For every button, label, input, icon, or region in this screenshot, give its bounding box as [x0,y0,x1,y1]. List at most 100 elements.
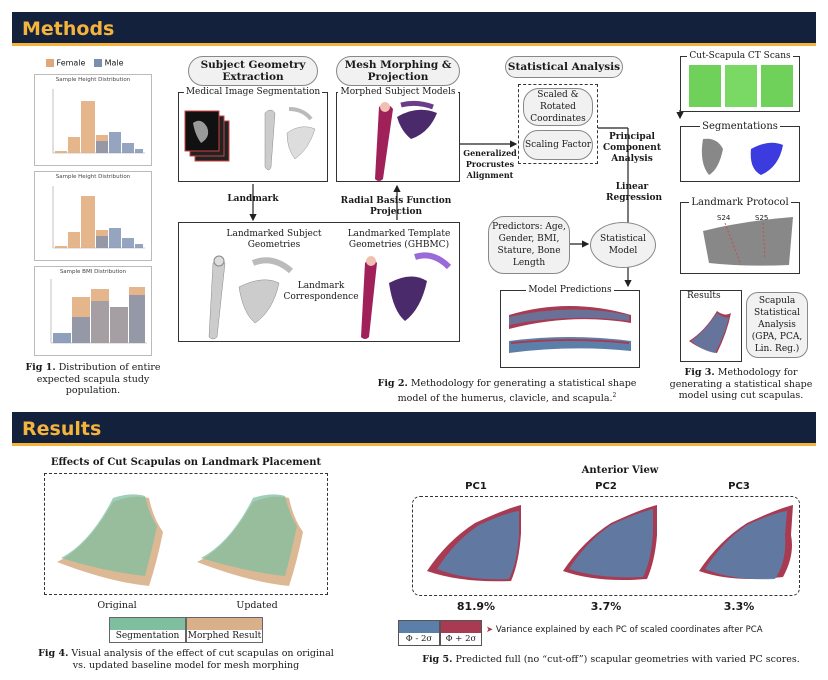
fig1-caption-text: Distribution of entire expected scapula … [36,362,161,396]
fig1-caption-label: Fig 1. [25,362,56,373]
fig3-results-box: Results [680,290,742,362]
fig5-title: Anterior View [581,465,659,476]
landmark-protocol-illustration [703,217,793,266]
original-label: Original [97,600,137,611]
fig2-caption-sup: 2 [612,391,617,399]
predictors-label: Predictors: Age, Gender, BMI, Stature, B… [492,222,566,268]
morphed-legend-label: Morphed Result [187,630,262,642]
landmarked-template-label: Landmarked Template Geometries (GHBMC) [347,229,451,250]
fig3-caption-text: Methodology for generating a statistical… [669,367,813,401]
subject-geometry-label: Subject Geometry Extraction [200,59,306,83]
variance-note: ➤ Variance explained by each PC of scale… [486,625,806,635]
pc1-variance: 81.9% [456,600,496,613]
variance-note-text: Variance explained by each PC of scaled … [495,625,763,635]
model-predictions-box: Model Predictions [500,285,640,368]
s24-label: S24 [717,214,731,222]
fig4-caption-label: Fig 4. [38,648,69,659]
histogram-1-plot [52,89,145,154]
segmentations-label: Segmentations [700,121,780,132]
fig4-panel [44,473,328,595]
mesh-morphing-label: Mesh Morphing & Projection [344,59,452,83]
female-swatch [46,59,54,67]
fig2-caption: Fig 2. Methodology for generating a stat… [366,378,648,404]
segmentation-illustration [184,107,316,171]
results-heading: Results [22,418,102,440]
statistical-model-label: Statistical Model [599,234,647,256]
methods-heading: Methods [22,18,115,40]
fig3-results-label: Results [687,291,721,301]
gpa-label: Generalized Procrustes Alignment [463,148,517,180]
morphed-models-box: Morphed Subject Models [336,87,460,182]
fig3-caption-label: Fig 3. [684,367,715,378]
scaled-rotated-pill: Scaled & Rotated Coordinates [523,88,593,126]
fig2-caption-text: Methodology for generating a statistical… [397,378,637,404]
fig3-results-illustration [689,311,731,353]
landmarked-illustration [208,252,452,340]
updated-label: Updated [236,600,278,611]
stats-dashed-box [518,84,598,164]
model-predictions-label: Model Predictions [526,285,614,295]
plus-legend-label: Φ + 2σ [441,633,481,645]
fig5-illustration [427,505,793,582]
methods-banner: Methods [12,12,816,46]
s25-label: S25 [755,214,769,222]
fig5-caption-text: Predicted full (no “cut-off”) scapular g… [452,654,800,665]
pc2-label: PC2 [595,481,617,492]
male-label: Male [104,58,124,68]
segmentation-legend: Segmentation [109,617,186,643]
histogram-title: Sample BMI Distribution [59,269,127,275]
landmarked-subject-label: Landmarked Subject Geometries [226,229,322,250]
scaling-factor-label: Scaling Factor [524,140,592,150]
landmark-protocol-label: Landmark Protocol [689,197,791,208]
pca-label: Principal Component Analysis [603,132,661,164]
predictors-pill: Predictors: Age, Gender, BMI, Stature, B… [488,216,570,274]
morphed-models-label: Morphed Subject Models [338,87,458,97]
linear-regression-label: Linear Regression [606,182,663,203]
ct-scan-image [689,65,721,107]
arrow-icon: ➤ [486,625,494,635]
fig3-caption: Fig 3. Methodology for generating a stat… [666,367,816,402]
statistical-analysis-pill: Statistical Analysis [505,56,623,78]
segmentation-legend-label: Segmentation [110,630,185,642]
male-swatch [94,59,103,67]
mesh-morphing-pill: Mesh Morphing & Projection [336,56,460,86]
morphed-legend: Morphed Result [186,617,263,643]
pc3-label: PC3 [728,481,750,492]
histogram-2-plot [52,186,145,249]
segmentation-box: Medical Image Segmentation [178,87,328,182]
pc2-variance: 3.7% [590,600,622,613]
fig2-caption-label: Fig 2. [377,378,408,389]
height-histogram-1: Sample Height Distribution [34,74,152,166]
landmark-protocol-box: Landmark Protocol S24 S25 [680,197,800,274]
ct-scans-label: Cut-Scapula CT Scans [687,51,793,61]
statistical-analysis-label: Statistical Analysis [507,61,621,73]
morphed-models-illustration [375,100,437,181]
scaled-rotated-label: Scaled & Rotated Coordinates [530,90,586,124]
minus-legend-label: Φ - 2σ [399,633,439,645]
subject-geometry-pill: Subject Geometry Extraction [188,56,318,86]
scapula-analysis-pill: Scapula Statistical Analysis (GPA, PCA, … [746,292,808,358]
ct-scans-box: Cut-Scapula CT Scans [680,51,800,112]
rbf-label: Radial Basis Function Projection [340,196,452,217]
landmark-label: Landmark [227,194,279,204]
landmarked-geometries-box: Landmarked Subject Geometries Landmarked… [178,222,460,342]
histogram-3-plot [50,279,147,344]
results-banner: Results [12,412,816,446]
scaling-factor-pill: Scaling Factor [523,130,593,160]
fig1-caption: Fig 1. Distribution of entire expected s… [22,362,164,397]
fig4-illustration [57,494,303,586]
plus-legend: Φ + 2σ [440,620,482,646]
pc3-variance: 3.3% [723,600,755,613]
fig4-caption: Fig 4. Visual analysis of the effect of … [36,648,336,671]
female-label: Female [56,58,86,68]
fig5-caption-label: Fig 5. [422,654,453,665]
ct-scan-image [761,65,793,107]
fig5-caption: Fig 5. Predicted full (no “cut-off”) sca… [416,654,806,666]
pc1-label: PC1 [465,481,487,492]
segmentations-illustration [701,138,783,175]
bmi-histogram: Sample BMI Distribution [34,266,152,356]
landmark-correspondence-label: Landmark Correspondence [283,281,359,302]
fig1-legend: Female Male [46,58,156,72]
fig5-panel [412,496,800,596]
minus-legend: Φ - 2σ [398,620,440,646]
